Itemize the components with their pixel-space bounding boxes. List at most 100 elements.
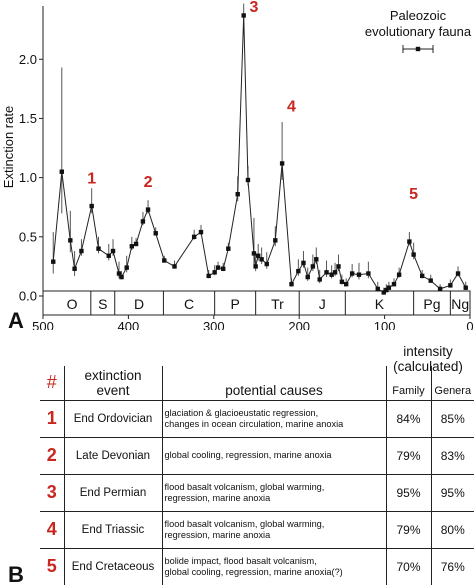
data-point — [145, 207, 151, 212]
data-point — [381, 290, 386, 295]
data-point — [366, 271, 371, 276]
x-tick-label: 100 — [374, 319, 396, 330]
data-point — [245, 177, 251, 183]
event-marker: 5 — [409, 186, 418, 203]
y-tick-label: 1.0 — [19, 170, 37, 185]
period-label: Tr — [271, 296, 284, 312]
data-point — [51, 259, 56, 264]
data-point — [407, 239, 412, 244]
cause-line: regression, marine anoxia — [164, 492, 271, 503]
header-causes: potential causes — [161, 366, 387, 401]
data-point — [396, 272, 402, 277]
period-label: P — [230, 296, 239, 312]
cause-line: flood basalt volcanism, global warming, — [164, 518, 325, 529]
data-point — [110, 248, 116, 254]
data-point — [411, 252, 416, 257]
row-causes: flood basalt volcanism, global warming, r… — [161, 510, 387, 549]
row-causes: glaciation & glacioeustatic regression, c… — [161, 399, 387, 438]
period-label: K — [375, 296, 385, 312]
header-number: # — [40, 366, 65, 401]
data-point — [301, 260, 306, 266]
data-point — [253, 264, 258, 269]
data-point — [375, 286, 380, 292]
data-point — [289, 281, 294, 287]
data-point — [79, 248, 84, 254]
data-point — [314, 257, 319, 262]
data-point — [129, 244, 135, 249]
data-point — [251, 251, 257, 256]
x-tick-label: 500 — [32, 319, 54, 330]
panel-label-b: B — [8, 562, 24, 587]
data-point — [72, 266, 77, 271]
data-point — [153, 231, 158, 236]
data-point — [279, 161, 285, 166]
data-point — [391, 281, 397, 287]
period-label: J — [319, 296, 326, 312]
row-causes: flood basalt volcanism, global warming, r… — [161, 473, 387, 512]
data-point — [198, 229, 204, 235]
row-genera: 83% — [430, 436, 474, 475]
data-point — [59, 169, 64, 174]
period-band — [42, 290, 471, 316]
data-point — [386, 285, 392, 290]
data-point — [264, 261, 269, 267]
row-event: Late Devonian — [63, 436, 163, 475]
table-row: 1 End Ordovician glaciation & glacioeustat… — [40, 399, 474, 438]
row-number: 1 — [40, 399, 65, 438]
period-label: Pg — [423, 296, 440, 312]
data-point — [305, 274, 310, 280]
data-point — [68, 238, 73, 243]
data-point — [332, 270, 338, 275]
row-genera: 85% — [430, 399, 474, 438]
header-event-line1: extinction — [84, 367, 142, 383]
row-family: 70% — [385, 547, 432, 585]
table-row: 2 Late Devonian global cooling, regression… — [40, 436, 474, 475]
event-marker: 4 — [287, 98, 296, 115]
row-genera: 80% — [430, 510, 474, 549]
data-point — [428, 278, 433, 283]
table-row: 4 End Triassic flood basalt volcanism, glo… — [40, 510, 474, 549]
data-point — [116, 271, 122, 276]
event-marker: 2 — [144, 174, 153, 191]
data-point — [124, 265, 129, 270]
data-point — [419, 273, 425, 279]
data-point — [241, 13, 246, 18]
event-marker: 1 — [87, 171, 96, 188]
data-point — [191, 234, 197, 240]
data-point — [463, 285, 468, 290]
legend-marker — [415, 46, 421, 52]
data-point — [349, 271, 355, 276]
legend-text: Paleozoic — [390, 8, 447, 23]
table-row: 5 End Cretaceous bolide impact, flood basa… — [40, 547, 474, 585]
data-point — [162, 258, 167, 263]
legend-text: evolutionary fauna — [365, 24, 472, 39]
y-axis-label: Extinction rate — [1, 106, 16, 188]
extinction-rate-chart: O S D C P Tr J K Pg Ng 0.0 0.5 1.0 1.5 2.0 500 400 300 200… — [1, 0, 474, 330]
row-number: 4 — [40, 510, 65, 549]
row-family: 79% — [385, 510, 432, 549]
y-tick-label: 0.5 — [19, 229, 37, 244]
data-point — [140, 219, 146, 224]
x-tick-label: 300 — [203, 319, 225, 330]
row-event: End Permian — [63, 473, 163, 512]
cause-line: flood basalt volcanism, global warming, — [164, 481, 325, 492]
row-event: End Cretaceous — [63, 547, 163, 585]
data-point — [317, 277, 322, 282]
data-point — [343, 281, 349, 287]
data-point — [329, 272, 334, 277]
header-genera: Genera — [430, 366, 474, 401]
data-point — [455, 271, 461, 276]
extinction-events-table: # extinction event potential causes Fami… — [40, 366, 474, 585]
row-causes: global cooling, regression, marine anoxi… — [161, 436, 387, 475]
y-tick-label: 1.5 — [19, 111, 37, 126]
period-label: O — [67, 296, 78, 312]
row-family: 84% — [385, 399, 432, 438]
x-tick-label: 400 — [118, 319, 140, 330]
data-point — [119, 274, 124, 280]
data-point — [310, 264, 316, 269]
data-point — [220, 266, 226, 271]
data-point — [437, 286, 443, 292]
table-row: 3 End Permian flood basalt volcanism, glob… — [40, 473, 474, 512]
intensity-title: intensity — [403, 344, 453, 359]
data-point — [339, 279, 345, 284]
